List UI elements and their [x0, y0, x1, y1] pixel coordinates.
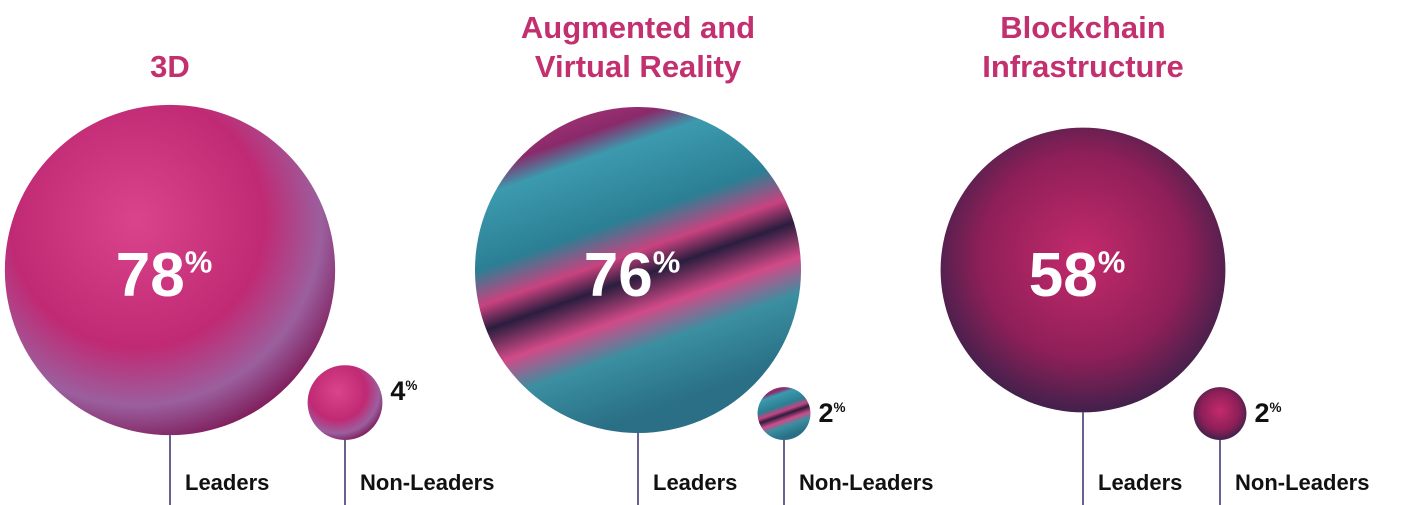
category-label: Non-Leaders — [360, 470, 494, 495]
bubble — [940, 127, 1226, 413]
chart-title: Blockchain Infrastructure — [982, 10, 1184, 84]
value-label: 76% — [584, 241, 681, 310]
category-label: Leaders — [185, 470, 269, 495]
value-label: 78% — [116, 241, 213, 310]
value-label: 2% — [1254, 398, 1281, 428]
bubble — [1193, 387, 1247, 440]
value-label: 58% — [1029, 241, 1126, 310]
chart-title: 3D — [150, 49, 190, 84]
bubble — [757, 387, 811, 440]
value-label: 2% — [818, 398, 845, 428]
chart-title: Augmented and Virtual Reality — [520, 10, 756, 84]
category-label: Non-Leaders — [1235, 470, 1369, 495]
category-label: Leaders — [1098, 470, 1182, 495]
bubble — [4, 104, 336, 436]
category-label: Leaders — [653, 470, 737, 495]
category-label: Non-Leaders — [799, 470, 933, 495]
value-label: 4% — [390, 376, 417, 406]
bubble — [474, 106, 802, 434]
bubble — [307, 365, 383, 440]
